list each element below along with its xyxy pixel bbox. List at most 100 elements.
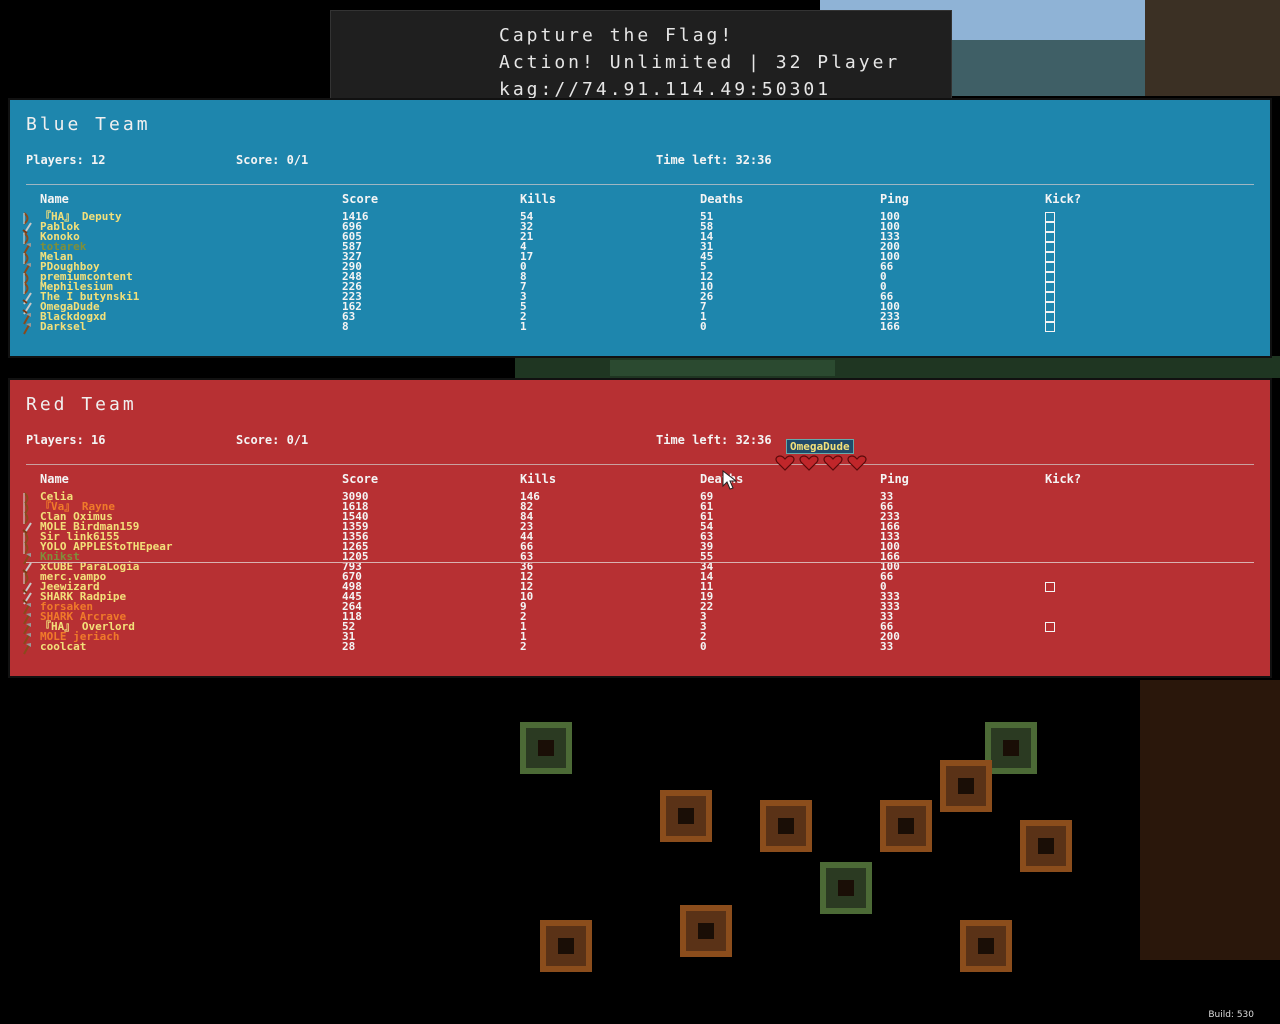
player-score: 264	[342, 600, 362, 613]
player-ping: 166	[880, 520, 900, 533]
player-kills: 8	[520, 270, 527, 283]
player-deaths: 3	[700, 620, 707, 633]
player-row: Clan Oximus 1540 84 61 233	[10, 510, 1270, 525]
kick-checkbox[interactable]	[1045, 262, 1055, 272]
player-name: Pablok	[40, 220, 80, 233]
kick-checkbox[interactable]	[1045, 272, 1055, 282]
player-deaths: 12	[700, 270, 714, 283]
player-deaths: 26	[700, 290, 714, 303]
player-row: Mephilesium 226 7 10 0	[10, 280, 1270, 295]
player-deaths: 5	[700, 260, 707, 273]
builder-icon	[22, 552, 32, 565]
knight-icon	[22, 592, 32, 605]
player-score: 28	[342, 640, 356, 653]
mossy-stone-block	[520, 722, 572, 774]
dirt-block	[960, 920, 1012, 972]
knight-icon	[22, 292, 32, 305]
build-version: Build: 530	[1208, 1010, 1254, 1020]
player-row: Pablok 696 32 58 100	[10, 220, 1270, 235]
time-left: Time left: 32:36	[656, 433, 772, 447]
player-name: Jeewizard	[40, 580, 100, 593]
player-nametag: OmegaDude	[786, 439, 854, 454]
player-kills: 1	[520, 320, 527, 333]
player-name: Sir link6155	[40, 530, 120, 543]
player-kills: 2	[520, 640, 527, 653]
player-kills: 10	[520, 590, 534, 603]
knight-icon	[22, 522, 32, 535]
player-row: Blackdogxd 63 2 1 233	[10, 311, 1270, 325]
player-kills: 23	[520, 520, 534, 533]
player-name: merc.vampo	[40, 570, 107, 583]
heart-icon	[799, 455, 819, 471]
dirt-block	[880, 800, 932, 852]
player-row: Jeewizard 498 12 11 0	[10, 580, 1270, 595]
player-ping: 166	[880, 550, 900, 563]
player-kills: 32	[520, 220, 534, 233]
archer-icon	[22, 282, 32, 295]
player-kills: 21	[520, 230, 534, 243]
kick-checkbox[interactable]	[1045, 292, 1055, 302]
player-row: Celia 3090 146 69 33	[10, 490, 1270, 505]
player-row: Knikst 1205 63 55 166	[10, 550, 1270, 565]
player-score: 1359	[342, 520, 369, 533]
player-name: OmegaDude	[40, 300, 100, 313]
kick-checkbox[interactable]	[1045, 252, 1055, 262]
archer-icon	[22, 252, 32, 265]
player-ping: 66	[880, 620, 894, 633]
player-score: 327	[342, 250, 362, 263]
player-kills: 12	[520, 570, 534, 583]
player-score: 223	[342, 290, 362, 303]
heart-icon	[823, 455, 843, 471]
kick-checkbox[interactable]	[1045, 212, 1055, 222]
player-name: PDoughboy	[40, 260, 100, 273]
player-row: YOLO APPLEStoTHEpear 1265 66 39 100	[10, 540, 1270, 555]
player-score: 1416	[342, 210, 369, 223]
player-kills: 5	[520, 300, 527, 313]
player-name: Mephilesium	[40, 280, 113, 293]
player-kills: 66	[520, 540, 534, 553]
player-kills: 3	[520, 290, 527, 303]
kick-checkbox[interactable]	[1045, 582, 1055, 592]
builder-icon	[22, 312, 32, 325]
player-name: SHARK Radpipe	[40, 590, 127, 603]
kick-checkbox[interactable]	[1045, 242, 1055, 252]
player-kills: 2	[520, 610, 527, 623]
player-score: 1205	[342, 550, 369, 563]
player-name: MOLE jeriach	[40, 630, 120, 643]
player-kills: 4	[520, 240, 527, 253]
player-ping: 133	[880, 230, 900, 243]
cave-wall	[1140, 680, 1280, 960]
player-ping: 100	[880, 540, 900, 553]
player-deaths: 63	[700, 530, 714, 543]
player-deaths: 11	[700, 580, 714, 593]
builder-icon	[22, 622, 32, 635]
player-row: Konoko 605 21 14 133	[10, 230, 1270, 245]
player-ping: 33	[880, 490, 894, 503]
header-score: Score	[342, 192, 379, 206]
player-row: The I butynski1 223 3 26 66	[10, 290, 1270, 305]
player-score: 1618	[342, 500, 369, 513]
player-ping: 333	[880, 590, 900, 603]
player-score: 1265	[342, 540, 369, 553]
player-ping: 100	[880, 250, 900, 263]
dirt-block	[660, 790, 712, 842]
header-deaths: Deaths	[700, 192, 744, 206]
kick-checkbox[interactable]	[1045, 622, 1055, 632]
player-score: 118	[342, 610, 362, 623]
kick-checkbox[interactable]	[1045, 302, 1055, 312]
header-kick: Kick?	[1045, 192, 1082, 206]
team-title: Red Team	[26, 394, 137, 415]
player-score: 248	[342, 270, 362, 283]
header-ping: Ping	[880, 472, 909, 486]
player-list: Celia 3090 146 69 33 『Va』 Rayne 1618 82 61 66 Clan…	[10, 490, 1270, 655]
kick-checkbox[interactable]	[1045, 222, 1055, 232]
kick-checkbox[interactable]	[1045, 232, 1055, 242]
kick-checkbox[interactable]	[1045, 282, 1055, 292]
player-deaths: 61	[700, 500, 714, 513]
dirt-block	[940, 760, 992, 812]
kick-checkbox[interactable]	[1045, 322, 1055, 332]
player-deaths: 0	[700, 640, 707, 653]
player-kills: 84	[520, 510, 534, 523]
player-ping: 333	[880, 600, 900, 613]
kick-checkbox[interactable]	[1045, 312, 1055, 322]
